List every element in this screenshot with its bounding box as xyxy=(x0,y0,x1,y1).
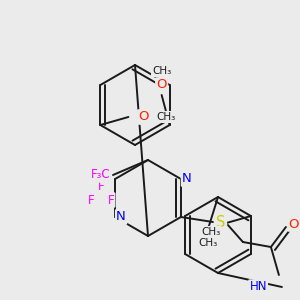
Text: O: O xyxy=(156,79,167,92)
Text: O: O xyxy=(289,218,299,230)
Text: F: F xyxy=(108,194,114,206)
Text: CH₃: CH₃ xyxy=(156,112,176,122)
Text: F: F xyxy=(88,194,94,206)
Text: N: N xyxy=(116,211,126,224)
Text: F: F xyxy=(98,181,104,194)
Text: S: S xyxy=(216,214,226,230)
Text: CH₃: CH₃ xyxy=(198,238,218,248)
Text: O: O xyxy=(138,110,149,124)
Text: N: N xyxy=(182,172,192,185)
Text: CH₃: CH₃ xyxy=(201,227,220,237)
Text: CH₃: CH₃ xyxy=(152,66,171,76)
Text: F₃C: F₃C xyxy=(90,169,110,182)
Text: HN: HN xyxy=(249,280,267,293)
